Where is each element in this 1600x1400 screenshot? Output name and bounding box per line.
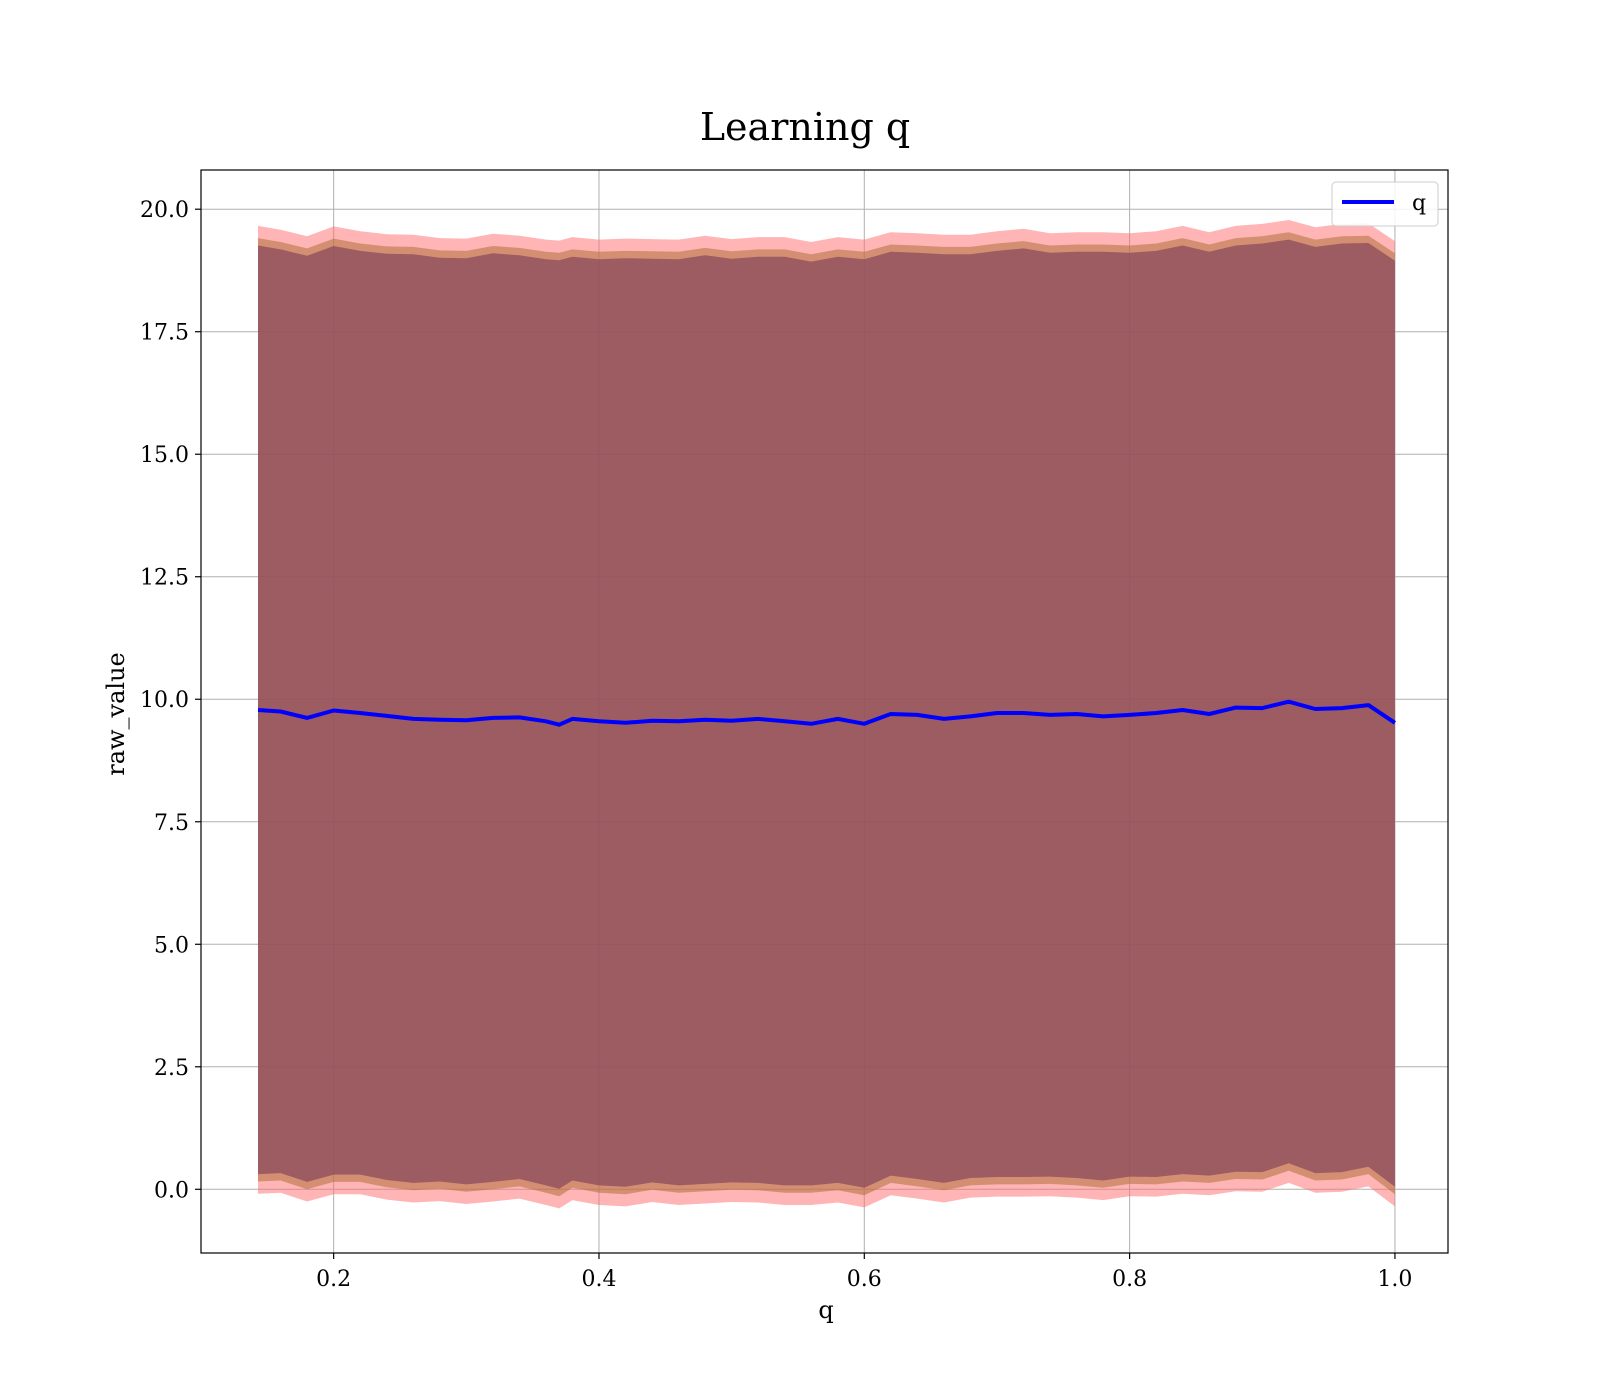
- y-tick-label: 0.0: [154, 1178, 189, 1203]
- legend: q: [1331, 181, 1439, 227]
- x-axis-ticks: 0.2 0.4 0.6 0.8 1.0: [316, 1253, 1412, 1292]
- y-tick-label: 15.0: [140, 443, 189, 468]
- y-tick-label: 10.0: [140, 688, 189, 713]
- y-tick-label: 20.0: [140, 198, 189, 223]
- series-lines: [257, 699, 1397, 727]
- y-tick-label: 2.5: [154, 1056, 189, 1081]
- y-axis-ticks: 0.0 2.5 5.0 7.5 10.0 12.5 15.0 17.5 20.0: [140, 198, 201, 1203]
- series-line-q: [257, 699, 1397, 727]
- y-tick-label: 12.5: [140, 566, 189, 591]
- x-tick-label: 1.0: [1377, 1267, 1412, 1292]
- y-tick-label: 5.0: [154, 933, 189, 958]
- x-tick-label: 0.4: [581, 1267, 616, 1292]
- x-tick-label: 0.8: [1112, 1267, 1147, 1292]
- y-tick-label: 17.5: [140, 321, 189, 346]
- y-tick-label: 7.5: [154, 811, 189, 836]
- x-tick-label: 0.2: [316, 1267, 351, 1292]
- legend-label: q: [1412, 191, 1426, 216]
- y-axis-label: raw_value: [102, 652, 130, 776]
- chart-title: Learning q: [700, 105, 910, 149]
- confidence-bands: [258, 220, 1395, 1209]
- x-axis-label: q: [818, 1296, 833, 1324]
- x-tick-label: 0.6: [847, 1267, 882, 1292]
- band-2: [258, 239, 1395, 1189]
- plot-frame: [200, 169, 1449, 1254]
